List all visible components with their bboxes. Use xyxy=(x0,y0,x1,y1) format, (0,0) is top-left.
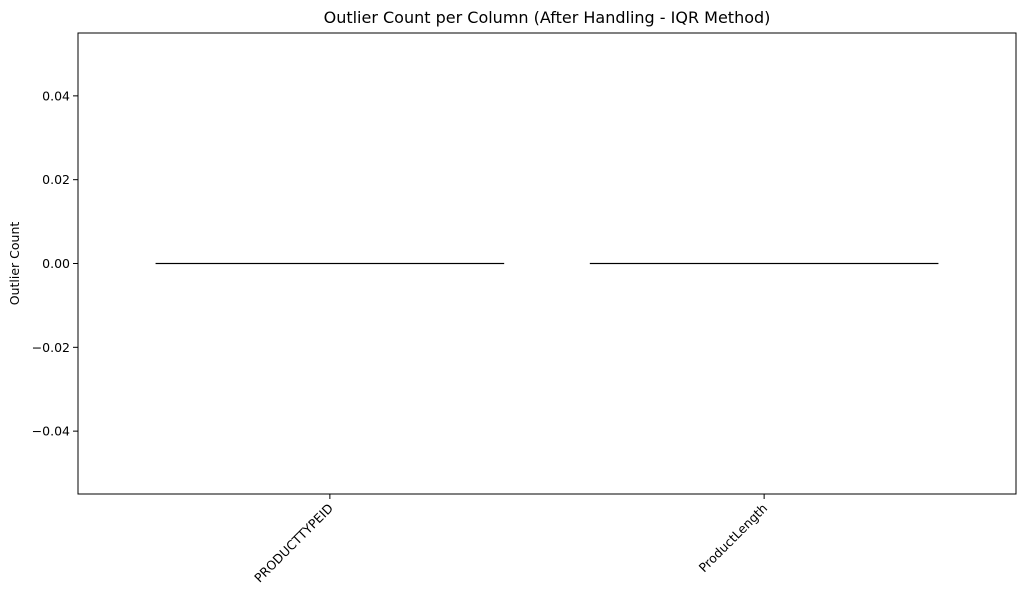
x-axis: PRODUCTTYPEID ProductLength xyxy=(251,494,770,585)
y-tick-label: 0.02 xyxy=(42,172,70,187)
y-tick-label: 0.00 xyxy=(42,256,70,271)
chart-title: Outlier Count per Column (After Handling… xyxy=(324,8,771,27)
y-axis: −0.04 −0.02 0.00 0.02 0.04 xyxy=(32,88,78,439)
y-axis-label: Outlier Count xyxy=(7,222,22,306)
y-tick-label: −0.04 xyxy=(32,424,70,439)
x-tick-label: ProductLength xyxy=(696,501,771,576)
x-tick-label: PRODUCTTYPEID xyxy=(251,501,336,586)
y-tick-label: −0.02 xyxy=(32,340,70,355)
y-tick-label: 0.04 xyxy=(42,88,70,103)
